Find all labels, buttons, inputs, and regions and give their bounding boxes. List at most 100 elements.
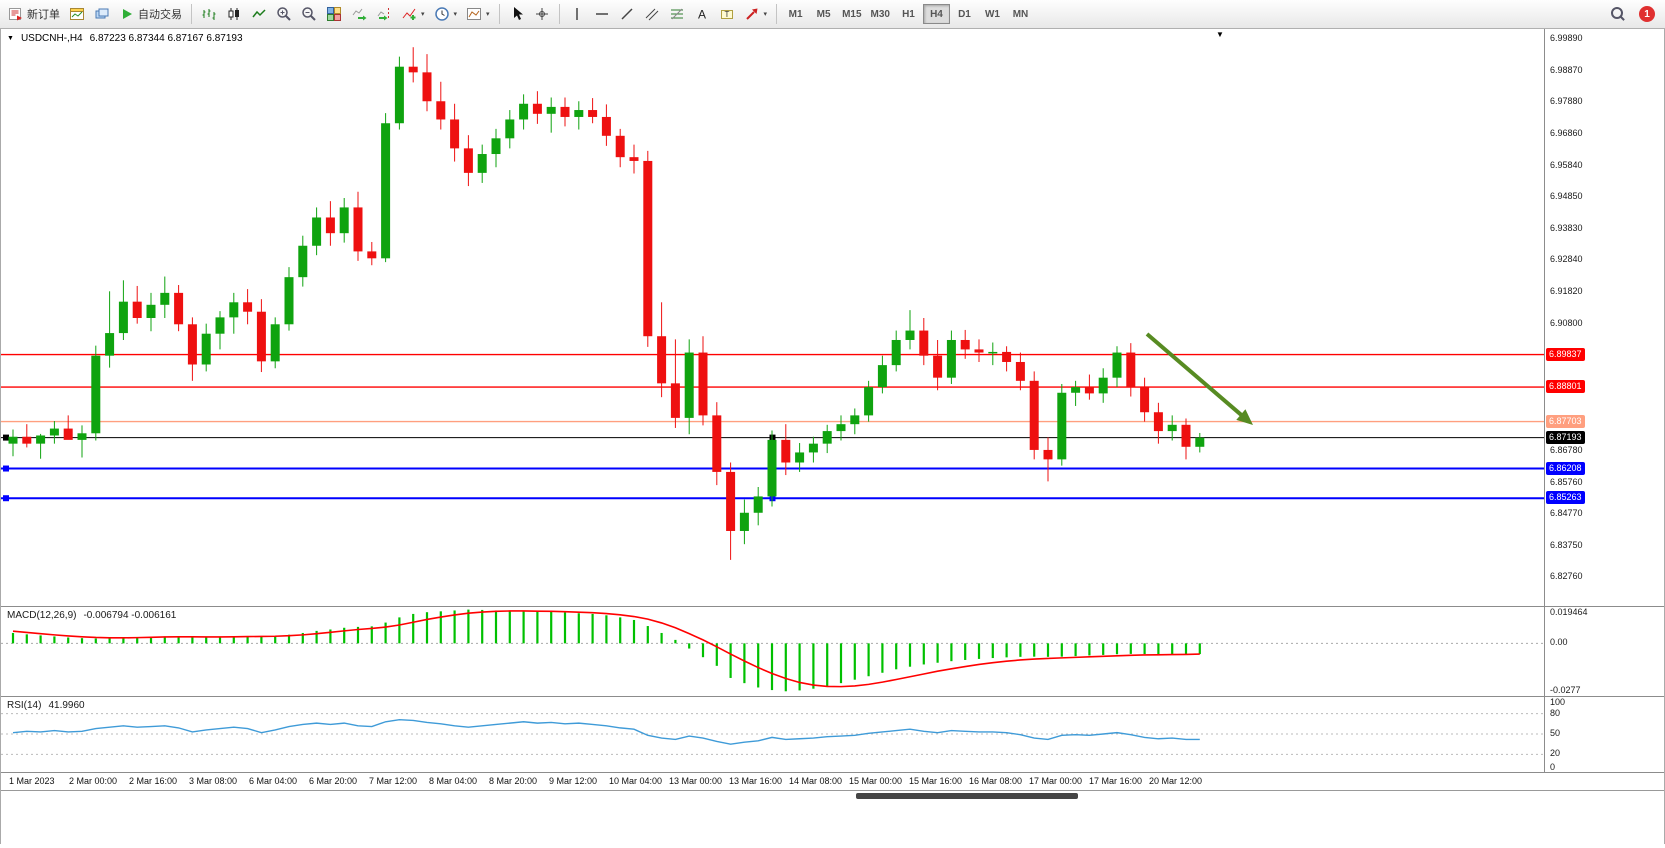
time-axis-label: 13 Mar 16:00: [729, 776, 783, 786]
candle-body: [1043, 449, 1053, 460]
candle-body: [298, 245, 308, 278]
timeframe-m5[interactable]: M5: [810, 4, 837, 24]
candle-body: [643, 160, 653, 337]
new-order-label: 新订单: [27, 9, 60, 21]
fibonacci-tool-button[interactable]: [665, 2, 689, 26]
timeframe-h1[interactable]: H1: [895, 4, 922, 24]
macd-chart[interactable]: [1, 607, 1544, 697]
tile-windows-icon: [327, 7, 341, 21]
candle-body: [795, 452, 805, 463]
notification-badge[interactable]: 1: [1639, 6, 1655, 22]
candle-body: [201, 333, 211, 365]
arrow-shapes-icon: [745, 8, 758, 20]
templates-button[interactable]: ▾: [462, 2, 494, 26]
symbol-name: USDCNH-,H4: [20, 33, 83, 44]
axis-tick: 100: [1550, 697, 1566, 707]
new-order-button[interactable]: 新订单: [4, 2, 64, 26]
channel-tool-button[interactable]: [640, 2, 664, 26]
timeframe-mn[interactable]: MN: [1007, 4, 1034, 24]
rsi-pane: RSI(14) 41.9960 100 80 50 20 0: [1, 697, 1664, 773]
price-badge: 6.89837: [1546, 347, 1585, 361]
candle-body: [974, 349, 984, 353]
bar-chart-button[interactable]: [197, 2, 221, 26]
macd-label: MACD(12,26,9) -0.006794 -0.006161: [7, 610, 176, 621]
candle-body: [1153, 412, 1163, 432]
candle-body: [1140, 387, 1150, 413]
zoom-out-button[interactable]: [297, 2, 321, 26]
candle-body: [670, 383, 680, 418]
label-tool-button[interactable]: T: [715, 2, 739, 26]
cursor-button[interactable]: [505, 2, 529, 26]
candle-body: [105, 333, 115, 356]
candle-body: [339, 207, 349, 234]
candlestick-chart[interactable]: [1, 29, 1544, 607]
rsi-value: 41.9960: [48, 700, 85, 711]
chart-shift-button[interactable]: [372, 2, 396, 26]
line-handle: [3, 434, 9, 441]
horizontal-line-tool-button[interactable]: [590, 2, 614, 26]
rsi-chart[interactable]: [1, 697, 1544, 773]
candle-body: [1002, 351, 1012, 362]
time-axis-label: 15 Mar 00:00: [849, 776, 903, 786]
time-axis-label: 2 Mar 16:00: [129, 776, 178, 786]
candle-body: [408, 66, 418, 73]
candle-body: [988, 351, 998, 354]
indicators-button[interactable]: ▾: [397, 2, 429, 26]
candle-body: [864, 387, 874, 416]
timeframe-h4[interactable]: H4: [922, 4, 950, 24]
candle-body: [450, 119, 460, 149]
candle-body: [684, 352, 694, 418]
vertical-line-tool-button[interactable]: [565, 2, 589, 26]
new-chart-button[interactable]: [65, 2, 89, 26]
auto-scroll-button[interactable]: [347, 2, 371, 26]
axis-tick: 6.96860: [1550, 127, 1583, 138]
symbol-dropdown-icon[interactable]: ▼: [7, 35, 14, 42]
search-button[interactable]: [1606, 2, 1630, 26]
line-chart-button[interactable]: [247, 2, 271, 26]
time-axis-label: 9 Mar 12:00: [549, 776, 598, 786]
profiles-button[interactable]: [90, 2, 114, 26]
arrows-tool-button[interactable]: ▾: [740, 2, 772, 26]
templates-icon: [467, 8, 482, 20]
timeframe-group: M1 M5 M15 M30 H1 H4 D1 W1 MN: [782, 4, 1034, 24]
axis-tick: 6.95840: [1550, 159, 1583, 170]
candle-body: [891, 339, 901, 366]
candle-body: [808, 443, 818, 453]
timeframe-d1[interactable]: D1: [951, 4, 978, 24]
time-axis-label: 2 Mar 00:00: [69, 776, 118, 786]
candle-body: [132, 301, 142, 318]
text-tool-button[interactable]: A: [690, 2, 714, 26]
time-axis[interactable]: 1 Mar 2023 2 Mar 00:00 2 Mar 16:00 3 Mar 08…: [1, 773, 1664, 791]
periods-button[interactable]: ▾: [430, 2, 462, 26]
trendline-tool-button[interactable]: [615, 2, 639, 26]
tile-windows-button[interactable]: [322, 2, 346, 26]
bottom-strip: [1, 791, 1664, 844]
auto-trading-button[interactable]: 自动交易: [115, 2, 186, 26]
timeframe-m1[interactable]: M1: [782, 4, 809, 24]
main-toolbar: 新订单 自动交易 ▾ ▾ ▾: [0, 0, 1665, 29]
candle-body: [712, 415, 722, 472]
time-axis-label: 3 Mar 08:00: [189, 776, 238, 786]
timeframe-w1[interactable]: W1: [979, 4, 1006, 24]
candle-body: [574, 110, 584, 117]
price-badge: 6.87703: [1546, 414, 1585, 428]
toolbar-separator: [776, 4, 778, 24]
candle-body: [63, 428, 73, 440]
horizontal-scrollbar-thumb[interactable]: [856, 793, 1078, 799]
chart-window: ▼ USDCNH-,H4 6.87223 6.87344 6.87167 6.8…: [0, 29, 1665, 844]
candle-body: [546, 106, 556, 114]
candlestick-chart-button[interactable]: [222, 2, 246, 26]
time-axis-label: 6 Mar 20:00: [309, 776, 358, 786]
macd-values: -0.006794 -0.006161: [83, 610, 177, 621]
time-axis-label: 16 Mar 08:00: [969, 776, 1023, 786]
candle-body: [905, 330, 915, 340]
crosshair-button[interactable]: [530, 2, 554, 26]
timeframe-m30[interactable]: M30: [867, 4, 894, 24]
candle-body: [477, 154, 487, 173]
chart-shift-marker-icon[interactable]: ▼: [1216, 30, 1224, 39]
candle-body: [436, 101, 446, 120]
time-axis-label: 10 Mar 04:00: [609, 776, 663, 786]
periods-caret-icon: ▾: [453, 11, 458, 18]
zoom-in-button[interactable]: [272, 2, 296, 26]
timeframe-m15[interactable]: M15: [838, 4, 865, 24]
